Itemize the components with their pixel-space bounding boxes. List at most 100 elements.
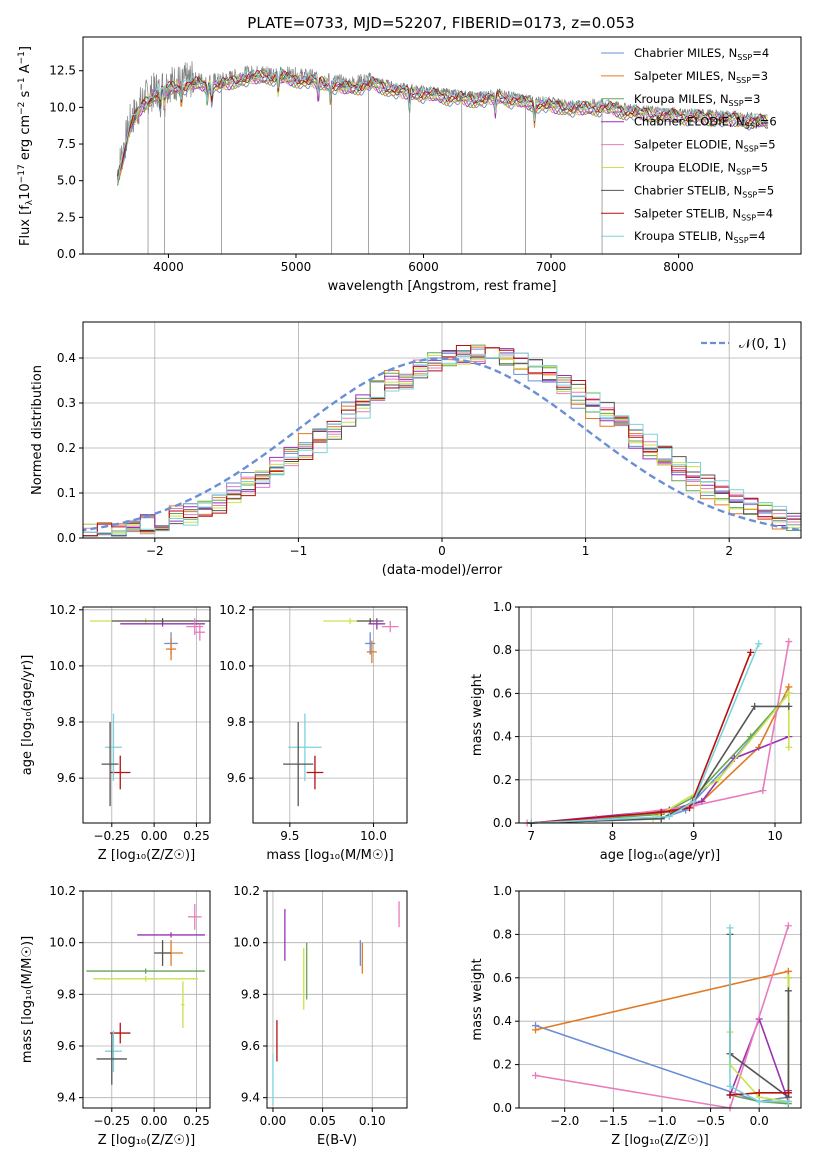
mass-weight-marker [755, 640, 763, 648]
model-spectrum-line [116, 70, 769, 177]
residuals-ytick-label: 0.3 [57, 396, 76, 410]
model-spectrum-line [116, 69, 769, 182]
mass-weight-vs-age-panel: 7 8 9 10 0.0 0.2 0.4 0.6 0.8 1.0 age [log₁₀(age/y… [470, 600, 802, 863]
mass_weight_vs_Z-ytick-label: 1.0 [493, 884, 512, 898]
age_vs_Z-ytick-label: 10.0 [49, 659, 76, 673]
mass-vs-ebv-xlabel: E(B-V) [317, 1133, 357, 1148]
residuals-legend: 𝒩(0, 1) [701, 337, 786, 352]
mass-vs-metallicity-ylabel: mass [log₁₀(M/M☉)] [20, 936, 35, 1063]
spectrum-ytick-label: 0.0 [57, 247, 76, 261]
mass_weight_vs_age-xtick-label: 10 [767, 829, 782, 843]
legend-entry: Kroupa STELIB, NSSP=4 [634, 229, 765, 245]
mass-weight-marker [784, 974, 792, 982]
mass_vs_ebv-ytick-label: 9.6 [241, 1039, 260, 1053]
spectrum-xlabel: wavelength [Angstrom, rest frame] [328, 279, 557, 294]
legend-entry: Kroupa MILES, NSSP=3 [634, 92, 760, 108]
mass-weight-line [531, 686, 790, 824]
spectrum-ytick-label: 12.5 [49, 64, 76, 78]
mass-weight-marker [784, 1089, 792, 1097]
mass-weight-marker [785, 743, 793, 751]
mass-weight-marker [665, 813, 673, 821]
age_vs_mass-ytick-label: 10.0 [219, 659, 246, 673]
residuals-panel: −2 −1 0 1 2 0.0 0.1 0.2 0.3 0.4 (data-model)/erro… [30, 321, 802, 578]
mass-weight-marker [726, 1091, 734, 1099]
spectrum-legend: Chabrier MILES, NSSP=4 Salpeter MILES, NS… [601, 46, 777, 245]
errorbar-point [137, 932, 205, 938]
mass-weight-marker [751, 702, 759, 710]
mass-weight-marker [785, 702, 793, 710]
mass_weight_vs_age-ytick-label: 0.0 [493, 816, 512, 830]
mass-weight-line [527, 641, 790, 824]
figure-title: PLATE=0733, MJD=52207, FIBERID=0173, z=0… [247, 14, 634, 32]
legend-entry: Chabrier STELIB, NSSP=5 [634, 183, 774, 199]
mass_vs_Z-ytick-label: 10.2 [49, 884, 76, 898]
errorbar-point [165, 637, 177, 661]
spectrum-xtick-label: 5000 [281, 260, 312, 274]
mass_weight_vs_Z-ytick-label: 0.4 [493, 1014, 512, 1028]
mass-weight-marker [690, 797, 698, 805]
mass_weight_vs_Z-ytick-label: 0.8 [493, 927, 512, 941]
mass-vs-ebv-axes-frame [266, 890, 408, 1109]
age_vs_Z-ytick-label: 9.6 [57, 771, 76, 785]
mass-weight-marker [785, 689, 793, 697]
legend-entry: Chabrier ELODIE, NSSP=6 [634, 115, 777, 131]
errorbar-point [194, 623, 205, 641]
mass-weight-marker [785, 638, 793, 646]
mass-weight-marker [784, 987, 792, 995]
age-vs-mass-axes-frame [252, 606, 408, 824]
age_vs_mass-xtick-label: 10.0 [360, 829, 387, 843]
spectrum-ytick-label: 2.5 [57, 210, 76, 224]
mass-weight-vs-metallicity-ylabel: mass weight [470, 958, 485, 1040]
age_vs_mass-ytick-label: 9.6 [227, 771, 246, 785]
age_vs_Z-xtick-label: 0.00 [141, 829, 168, 843]
mass-weight-marker [747, 648, 755, 656]
mass-weight-vs-metallicity-xlabel: Z [log₁₀(Z/Z☉)] [611, 1133, 708, 1148]
mass_vs_Z-xtick-label: 0.25 [183, 1114, 210, 1128]
mass_vs_ebv-xtick-label: 0.10 [359, 1114, 386, 1128]
age-vs-metallicity-axes-frame [82, 606, 211, 824]
spectrum-xtick-label: 8000 [663, 260, 694, 274]
spectrum-ylabel: Flux [fλ10−17 erg cm−2 s−1 A−1] [17, 46, 35, 246]
mass-weight-marker [785, 683, 793, 691]
age-vs-metallicity-panel: −0.25 0.00 0.25 9.6 9.8 10.0 10.2 Z [log₁₀(Z/Z… [20, 603, 211, 863]
errorbar-point [101, 722, 119, 807]
age_vs_Z-ytick-label: 10.2 [49, 603, 76, 617]
mass_vs_ebv-xtick-label: 0.00 [260, 1114, 287, 1128]
age_vs_mass-ytick-label: 9.8 [227, 715, 246, 729]
legend-entry: Salpeter ELODIE, NSSP=5 [634, 138, 776, 154]
mass_vs_Z-ytick-label: 9.4 [57, 1091, 76, 1105]
errorbar-point [368, 618, 386, 630]
mass_weight_vs_age-xtick-label: 7 [527, 829, 535, 843]
mass-weight-marker [755, 1089, 763, 1097]
spectrum-ytick-label: 5.0 [57, 174, 76, 188]
mass-vs-ebv-panel: 0.00 0.05 0.10 9.4 9.6 9.8 10.0 10.2 E(B-V) [233, 884, 408, 1148]
mass-weight-marker [784, 1097, 792, 1105]
residuals-ytick-label: 0.1 [57, 486, 76, 500]
mass_vs_ebv-ytick-label: 10.2 [233, 884, 260, 898]
residuals-ytick-label: 0.0 [57, 531, 76, 545]
residuals-ytick-label: 0.2 [57, 441, 76, 455]
mass-weight-vs-age-axes-frame [518, 606, 802, 824]
mass-weight-marker [784, 967, 792, 975]
residuals-xtick-label: −2 [146, 544, 164, 558]
mass-weight-marker [755, 1097, 763, 1105]
mass_vs_Z-ytick-label: 9.6 [57, 1039, 76, 1053]
mass-weight-marker [657, 808, 665, 816]
mass-weight-marker [686, 804, 694, 812]
mass_weight_vs_Z-ytick-label: 0.0 [493, 1101, 512, 1115]
errorbar-point [306, 755, 324, 790]
mass_weight_vs_age-xtick-label: 9 [690, 829, 698, 843]
spectrum-xtick-label: 7000 [536, 260, 567, 274]
errorbar-point [283, 722, 314, 807]
mass_weight_vs_Z-ytick-label: 0.2 [493, 1058, 512, 1072]
errorbar-point [105, 713, 122, 781]
mass-weight-line [531, 652, 752, 824]
mass_vs_ebv-ytick-label: 9.4 [241, 1091, 260, 1105]
errorbar-point [111, 618, 210, 624]
mass-weight-vs-metallicity-axes-frame [518, 890, 802, 1109]
mass_vs_ebv-ytick-label: 9.8 [241, 987, 260, 1001]
residuals-xtick-label: 2 [725, 544, 733, 558]
legend-entry: Salpeter STELIB, NSSP=4 [634, 206, 773, 222]
errorbar-point [381, 621, 399, 633]
legend-entry: Kroupa ELODIE, NSSP=5 [634, 161, 768, 177]
